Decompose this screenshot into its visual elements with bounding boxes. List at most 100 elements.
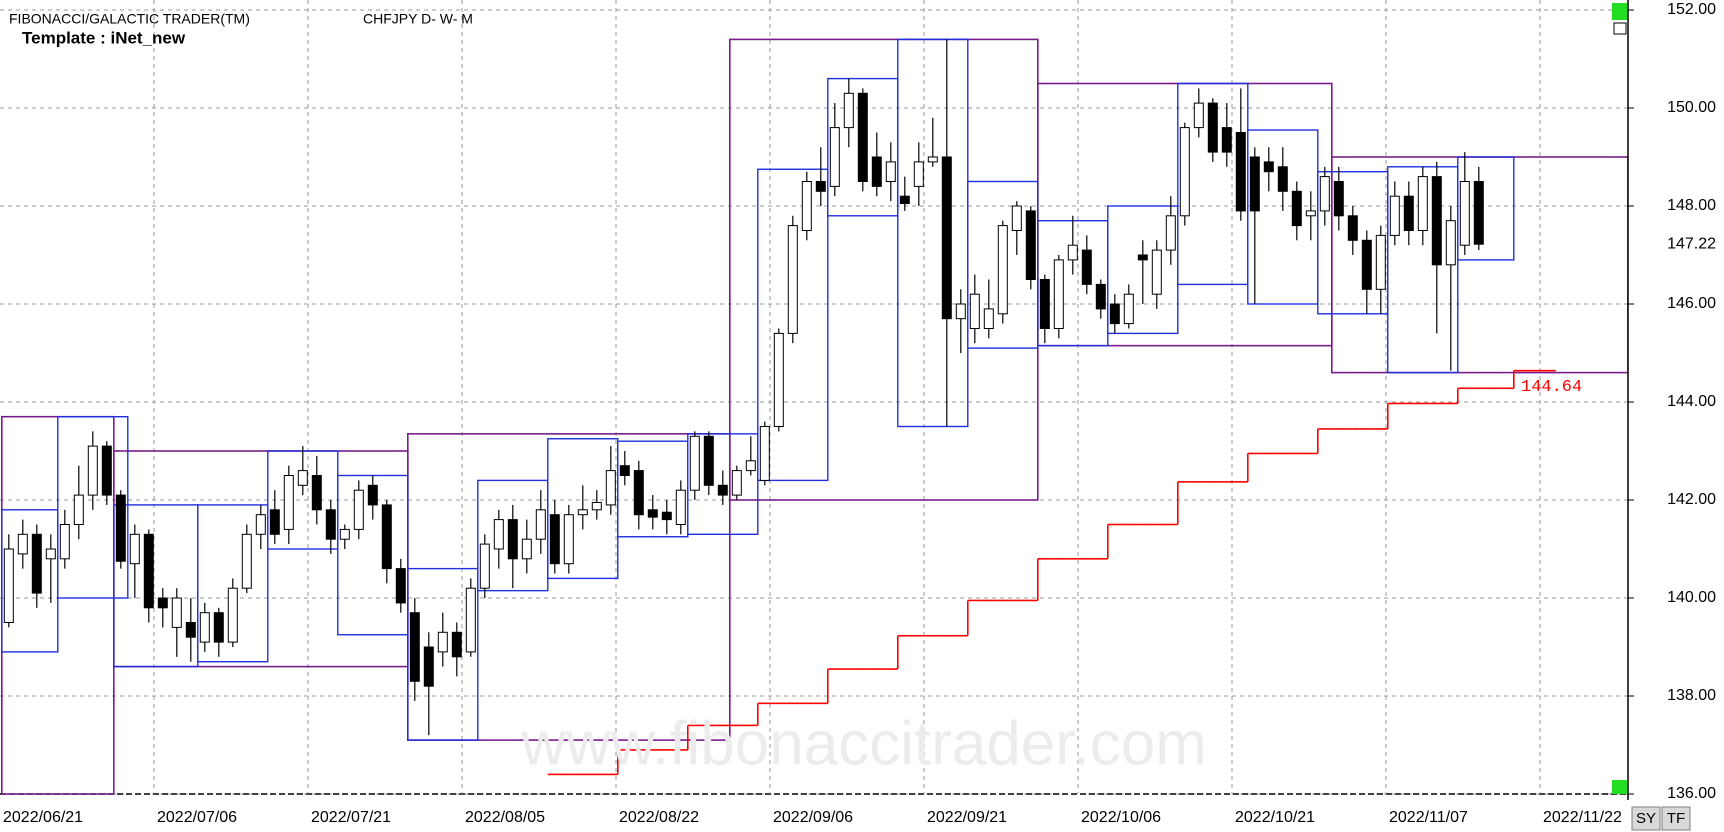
candle-body [1151, 249, 1162, 295]
candle-body [87, 445, 98, 496]
y-tick-label: 142.00 [1667, 491, 1716, 508]
candle-body [115, 494, 126, 562]
button-sy[interactable]: SY [1631, 806, 1661, 831]
candle-body [1417, 176, 1428, 232]
candle-body [549, 514, 560, 565]
candle-body [913, 161, 924, 187]
candle-body [675, 489, 686, 526]
chart-subtitle: CHFJPY D- W- M [363, 11, 473, 27]
candle-body [787, 225, 798, 334]
x-tick-label: 2022/11/07 [1389, 809, 1468, 826]
weekly-box [57, 416, 129, 599]
candle-body [927, 156, 938, 163]
candle-body [437, 631, 448, 653]
weekly-box [687, 433, 759, 536]
candle-body [1347, 215, 1358, 241]
candle-body [423, 646, 434, 687]
candle-body [255, 514, 266, 535]
candle-body [745, 460, 756, 472]
candle-body [1319, 176, 1330, 212]
step-level-label: 144.64 [1521, 378, 1582, 397]
candle-body [1081, 249, 1092, 285]
candle-body [801, 181, 812, 231]
corner-marker [1612, 3, 1627, 20]
button-label[interactable]: TF [1667, 810, 1685, 827]
x-tick-label: 2022/11/22 [1543, 809, 1622, 826]
candle-body [1039, 279, 1050, 329]
candle-body [1095, 283, 1106, 310]
candle-body [31, 533, 42, 594]
candle-body [619, 465, 630, 477]
candle-body [773, 332, 784, 427]
button-label[interactable]: SY [1636, 810, 1656, 827]
candle-body [605, 470, 616, 506]
candle-body [871, 156, 882, 187]
candle-body [451, 631, 462, 658]
candle-body [73, 494, 84, 526]
candle-body [955, 303, 966, 320]
candle-body [507, 519, 518, 560]
candle-body [689, 435, 700, 491]
button-tf[interactable]: TF [1661, 806, 1691, 831]
weekly-box [407, 567, 479, 741]
candle-body [633, 470, 644, 516]
candle-body [311, 475, 322, 511]
candle-body [1053, 259, 1064, 329]
candle-body [1291, 190, 1302, 227]
candle-body [521, 538, 532, 560]
candle-body [59, 524, 70, 560]
candle-body [1431, 176, 1442, 266]
candle-body [1165, 215, 1176, 251]
chart-title: FIBONACCI/GALACTIC TRADER(TM) [9, 11, 250, 27]
x-tick-label: 2022/06/21 [3, 809, 83, 826]
candle-body [199, 612, 210, 643]
candle-body [143, 533, 154, 609]
candle-body [899, 195, 910, 205]
candle-body [339, 528, 350, 540]
candle-body [815, 181, 826, 192]
button-frame[interactable] [1631, 806, 1661, 831]
candle-body [829, 127, 840, 187]
y-tick-label: 150.00 [1667, 99, 1716, 116]
x-tick-label: 2022/09/21 [927, 809, 1007, 826]
candle-body [759, 426, 770, 481]
candle-body [297, 470, 308, 486]
candle-body [997, 225, 1008, 315]
last-price-label: 147.22 [1667, 235, 1716, 252]
candle-body [1123, 293, 1134, 325]
y-tick-label: 144.00 [1667, 393, 1716, 410]
candle-body [1221, 127, 1232, 153]
candle-body [325, 509, 336, 540]
candle-body [885, 161, 896, 182]
candle-body [395, 568, 406, 604]
candle-body [367, 484, 378, 506]
candle-body [1109, 303, 1120, 325]
candle-body [1389, 195, 1400, 236]
candle-body [129, 533, 140, 565]
candle-body [1445, 220, 1456, 266]
candle-body [1333, 181, 1344, 217]
template-label: Template : iNet_new [22, 28, 186, 47]
candle-body [1305, 210, 1316, 217]
candle-body [17, 533, 28, 555]
x-tick-label: 2022/08/05 [465, 809, 545, 826]
candle-body [1067, 244, 1078, 261]
button-frame[interactable] [1661, 806, 1691, 831]
candle-body [269, 509, 280, 535]
candle-body [1011, 205, 1022, 231]
candle-body [535, 509, 546, 540]
candle-body [1249, 156, 1260, 212]
x-tick-label: 2022/08/22 [619, 809, 699, 826]
x-tick-label: 2022/10/21 [1235, 809, 1315, 826]
candle-body [1193, 102, 1204, 129]
candle-body [3, 548, 14, 623]
candle-body [1473, 181, 1484, 245]
corner-icon [1613, 22, 1627, 35]
candle-body [241, 533, 252, 589]
candle-body [1263, 161, 1274, 173]
candle-body [1375, 234, 1386, 290]
x-tick-label: 2022/07/21 [311, 809, 391, 826]
candle-body [969, 293, 980, 330]
candle-body [1025, 210, 1036, 280]
